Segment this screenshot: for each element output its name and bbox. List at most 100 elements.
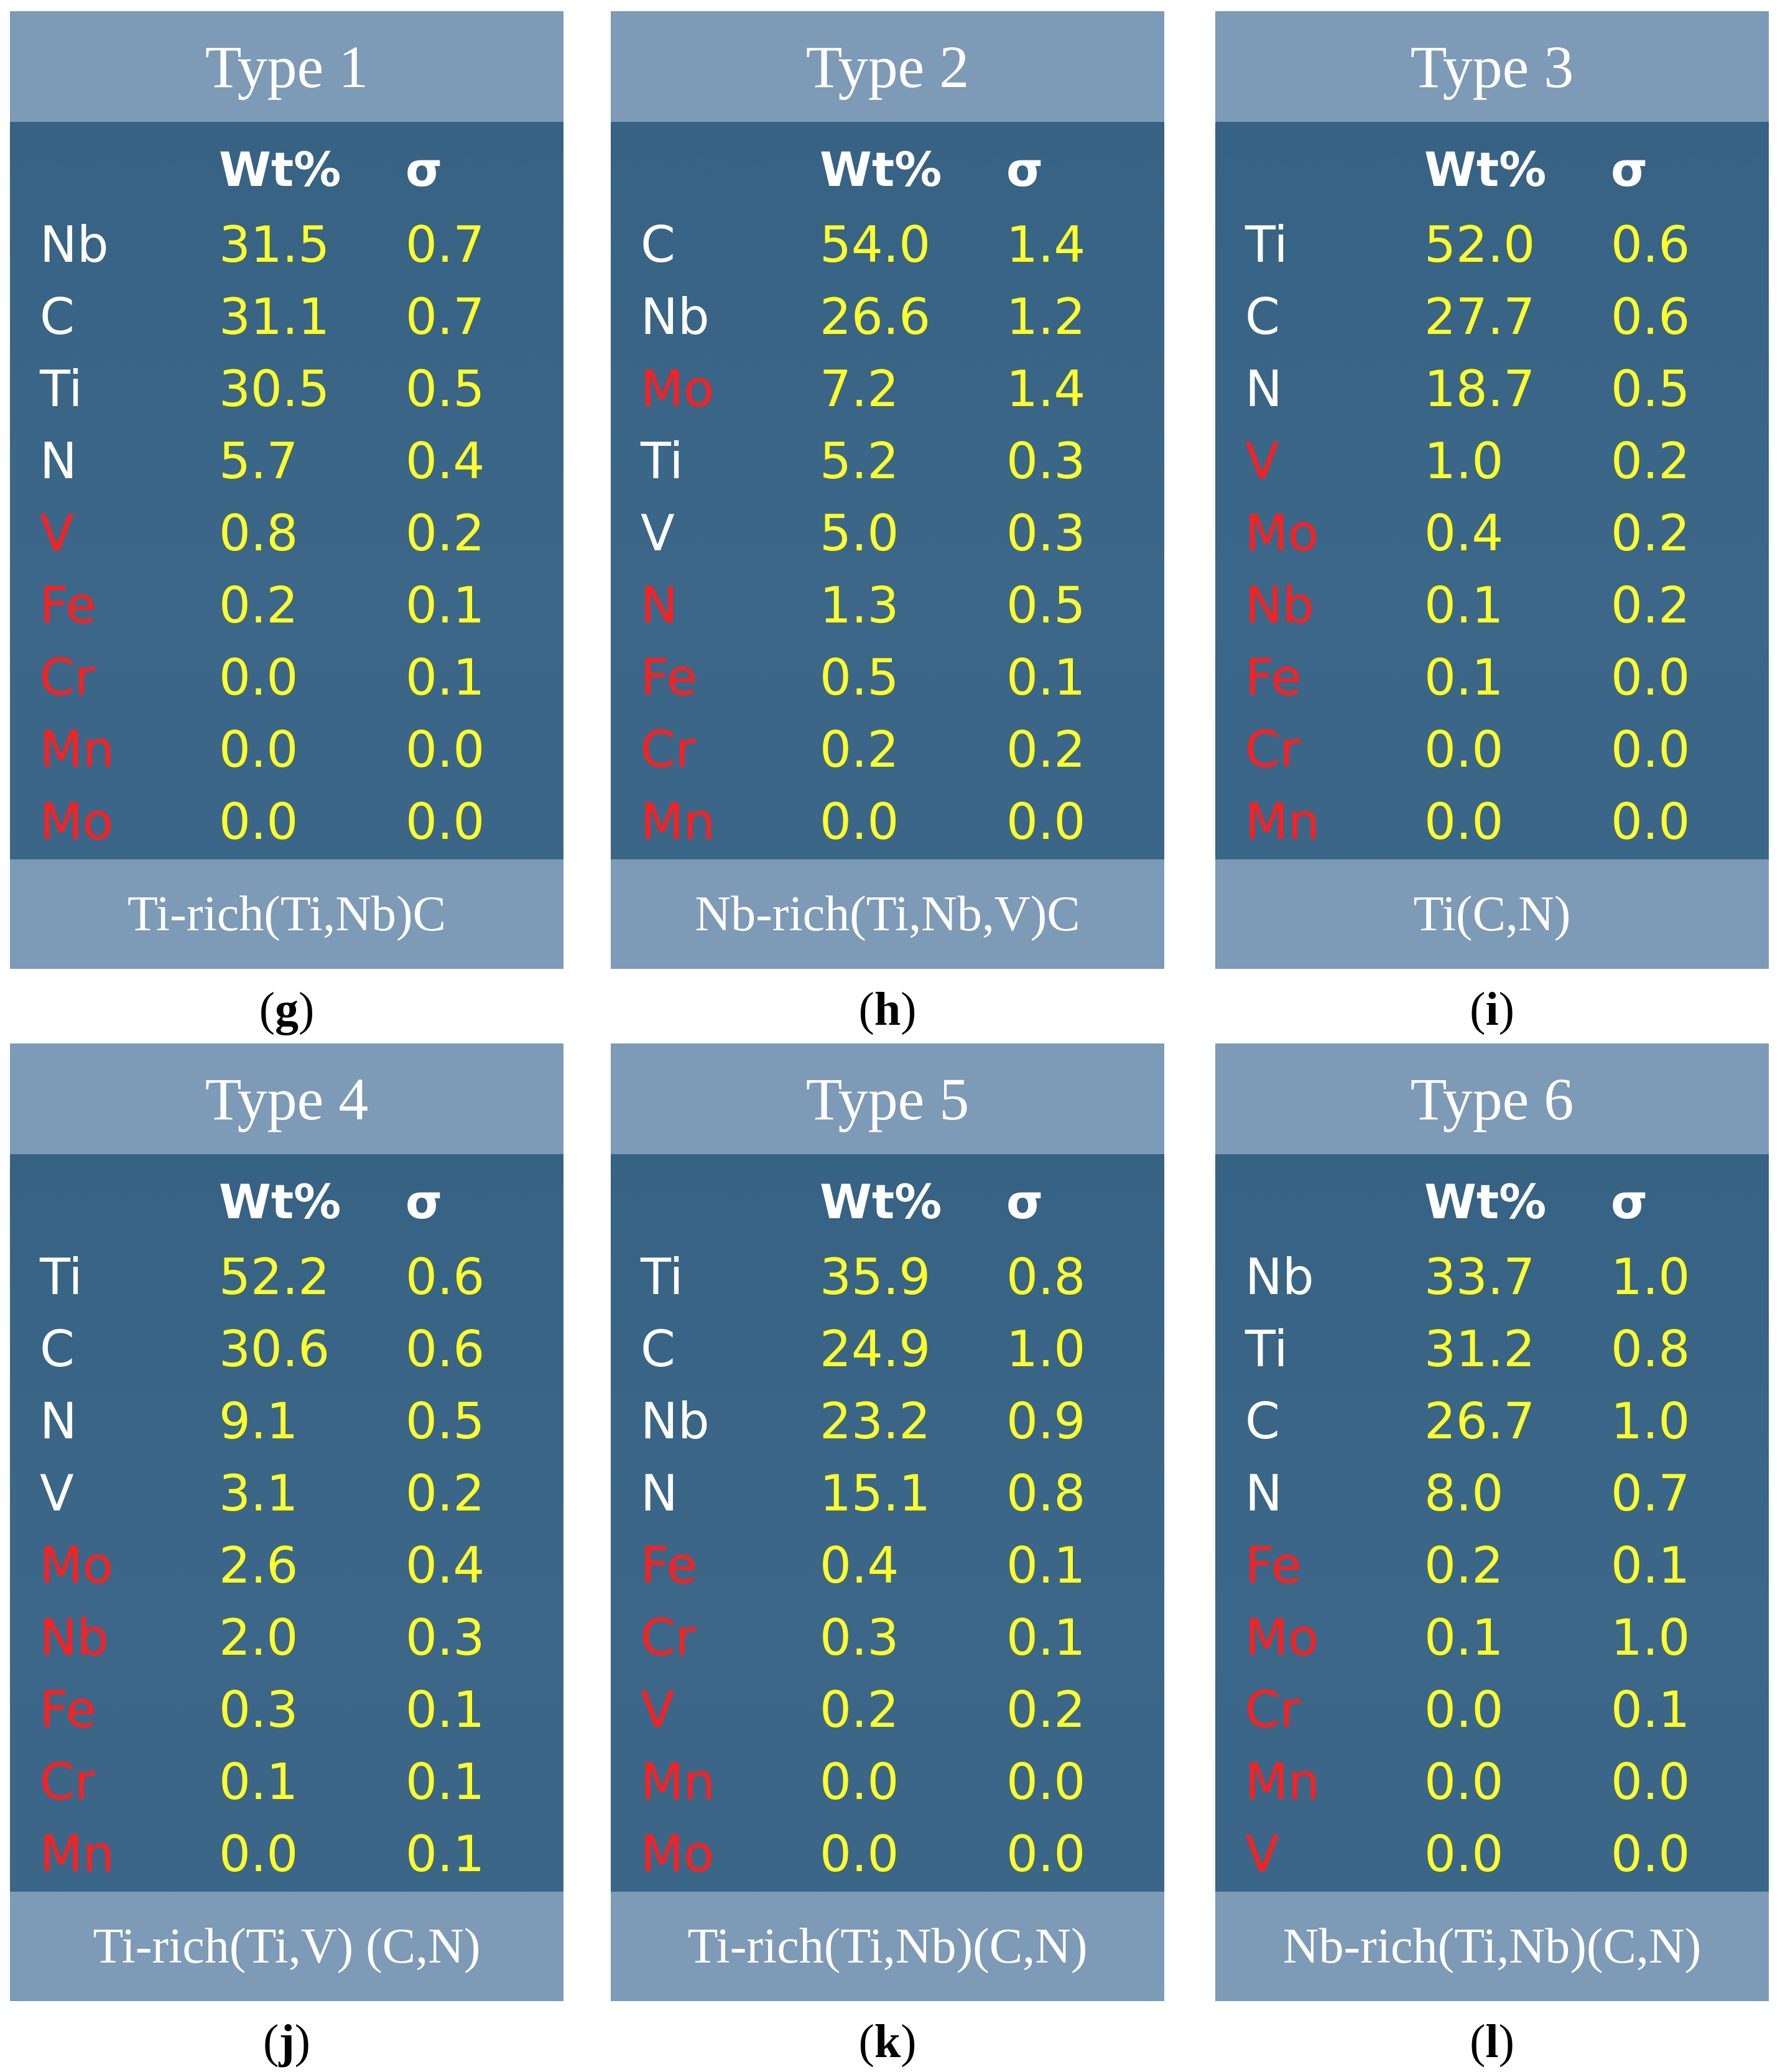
wt-percent-value: 24.9 — [820, 1320, 931, 1378]
sigma-value: 0.7 — [1611, 1464, 1690, 1522]
table-row: Mo 2.6 0.4 — [10, 1530, 563, 1602]
element-symbol: Nb — [641, 1392, 710, 1450]
wt-percent-value: 0.0 — [1424, 1681, 1504, 1739]
element-symbol: Mo — [1245, 504, 1319, 562]
wt-percent-value: 0.2 — [1424, 1537, 1504, 1594]
sigma-value: 0.4 — [406, 432, 485, 490]
element-symbol: Mn — [1245, 1753, 1320, 1811]
table-row: N 1.3 0.5 — [611, 570, 1164, 642]
sigma-value: 0.1 — [406, 576, 485, 634]
element-symbol: N — [641, 576, 678, 634]
wt-percent-value: 8.0 — [1424, 1464, 1504, 1522]
column-header-wt: Wt% — [219, 142, 341, 197]
table-row: Mn 0.0 0.1 — [10, 1818, 563, 1890]
sigma-value: 0.5 — [1611, 360, 1690, 418]
eds-panel-type-1: Type 1 Wt% σ Nb 31.5 0.7 C 31.1 0.7 Ti 3… — [10, 11, 563, 969]
sigma-value: 0.2 — [1611, 576, 1690, 634]
sigma-value: 0.0 — [1611, 721, 1690, 779]
column-header-wt: Wt% — [219, 1174, 341, 1229]
sigma-value: 0.3 — [406, 1609, 485, 1667]
element-symbol: Ti — [40, 360, 83, 418]
caption-letter: l — [1485, 2015, 1499, 2068]
caption-open: ( — [259, 983, 275, 1035]
element-symbol: Mn — [641, 793, 715, 851]
sigma-value: 0.2 — [406, 504, 485, 562]
wt-percent-value: 0.0 — [1424, 1825, 1504, 1883]
element-symbol: V — [40, 504, 74, 562]
wt-percent-value: 15.1 — [820, 1464, 931, 1522]
wt-percent-value: 26.6 — [820, 288, 931, 346]
table-row: N 18.7 0.5 — [1215, 353, 1769, 425]
panel-title: Type 2 — [611, 11, 1164, 122]
sigma-value: 0.0 — [1611, 793, 1690, 851]
caption-letter: h — [874, 983, 901, 1035]
table-row: C 24.9 1.0 — [611, 1313, 1164, 1385]
wt-percent-value: 9.1 — [219, 1392, 299, 1450]
table-row: Mo 7.2 1.4 — [611, 353, 1164, 425]
element-symbol: Mo — [40, 793, 113, 851]
sigma-value: 0.0 — [1611, 1825, 1690, 1883]
table-row: Fe 0.2 0.1 — [1215, 1530, 1769, 1602]
element-symbol: Ti — [1245, 216, 1288, 274]
sigma-value: 0.3 — [1006, 504, 1086, 562]
caption-close: ) — [901, 983, 917, 1035]
wt-percent-value: 0.8 — [219, 504, 299, 562]
table-row: Cr 0.2 0.2 — [611, 714, 1164, 786]
phase-formula: Ti-rich(Ti,Nb)C — [10, 859, 563, 969]
column-header-sigma: σ — [1611, 1174, 1648, 1229]
element-symbol: Fe — [1245, 649, 1302, 706]
wt-percent-value: 0.1 — [219, 1753, 299, 1811]
table-row: V 0.8 0.2 — [10, 497, 563, 570]
element-table: Ti 35.9 0.8 C 24.9 1.0 Nb 23.2 0.9 N 15.… — [611, 1241, 1164, 1890]
caption-close: ) — [1498, 2015, 1514, 2068]
sigma-value: 1.4 — [1006, 360, 1086, 418]
table-row: C 54.0 1.4 — [611, 209, 1164, 281]
eds-panel-type-3: Type 3 Wt% σ Ti 52.0 0.6 C 27.7 0.6 N 18… — [1215, 11, 1769, 969]
panel-title: Type 1 — [10, 11, 563, 122]
table-row: N 8.0 0.7 — [1215, 1458, 1769, 1530]
element-symbol: Nb — [1245, 1248, 1314, 1306]
wt-percent-value: 31.2 — [1424, 1320, 1536, 1378]
sigma-value: 0.0 — [406, 793, 485, 851]
panel-caption: (l) — [1399, 2015, 1585, 2069]
wt-percent-value: 52.0 — [1424, 216, 1536, 274]
wt-percent-value: 0.0 — [820, 1825, 899, 1883]
element-symbol: Cr — [641, 1609, 696, 1667]
wt-percent-value: 2.6 — [219, 1537, 299, 1594]
table-row: Cr 0.3 0.1 — [611, 1602, 1164, 1674]
element-symbol: C — [641, 216, 675, 274]
panel-title: Type 6 — [1215, 1043, 1769, 1154]
caption-letter: j — [279, 2015, 295, 2068]
sigma-value: 0.4 — [406, 1537, 485, 1594]
sigma-value: 1.0 — [1611, 1248, 1690, 1306]
sigma-value: 0.1 — [406, 1753, 485, 1811]
column-header-sigma: σ — [1611, 142, 1648, 197]
element-symbol: C — [641, 1320, 675, 1378]
table-row: Mo 0.1 1.0 — [1215, 1602, 1769, 1674]
sigma-value: 0.9 — [1006, 1392, 1086, 1450]
wt-percent-value: 0.2 — [820, 1681, 899, 1739]
table-row: Ti 5.2 0.3 — [611, 425, 1164, 497]
element-symbol: Ti — [641, 432, 684, 490]
table-row: Mn 0.0 0.0 — [1215, 1746, 1769, 1818]
wt-percent-value: 7.2 — [820, 360, 899, 418]
table-row: Mn 0.0 0.0 — [1215, 786, 1769, 858]
sigma-value: 0.6 — [406, 1320, 485, 1378]
element-symbol: Nb — [40, 1609, 109, 1667]
sigma-value: 0.1 — [406, 1825, 485, 1883]
panel-title: Type 4 — [10, 1043, 563, 1154]
element-symbol: Mo — [40, 1537, 113, 1594]
sigma-value: 0.5 — [406, 1392, 485, 1450]
caption-open: ( — [1470, 983, 1486, 1035]
sigma-value: 0.0 — [406, 721, 485, 779]
table-row: Nb 0.1 0.2 — [1215, 570, 1769, 642]
table-row: Fe 0.3 0.1 — [10, 1674, 563, 1746]
element-symbol: Ti — [1245, 1320, 1288, 1378]
table-row: C 31.1 0.7 — [10, 281, 563, 353]
element-symbol: Mo — [641, 1825, 714, 1883]
element-symbol: Cr — [40, 1753, 95, 1811]
sigma-value: 0.2 — [1006, 721, 1086, 779]
sigma-value: 1.4 — [1006, 216, 1086, 274]
sigma-value: 1.0 — [1611, 1609, 1690, 1667]
wt-percent-value: 0.0 — [820, 1753, 899, 1811]
